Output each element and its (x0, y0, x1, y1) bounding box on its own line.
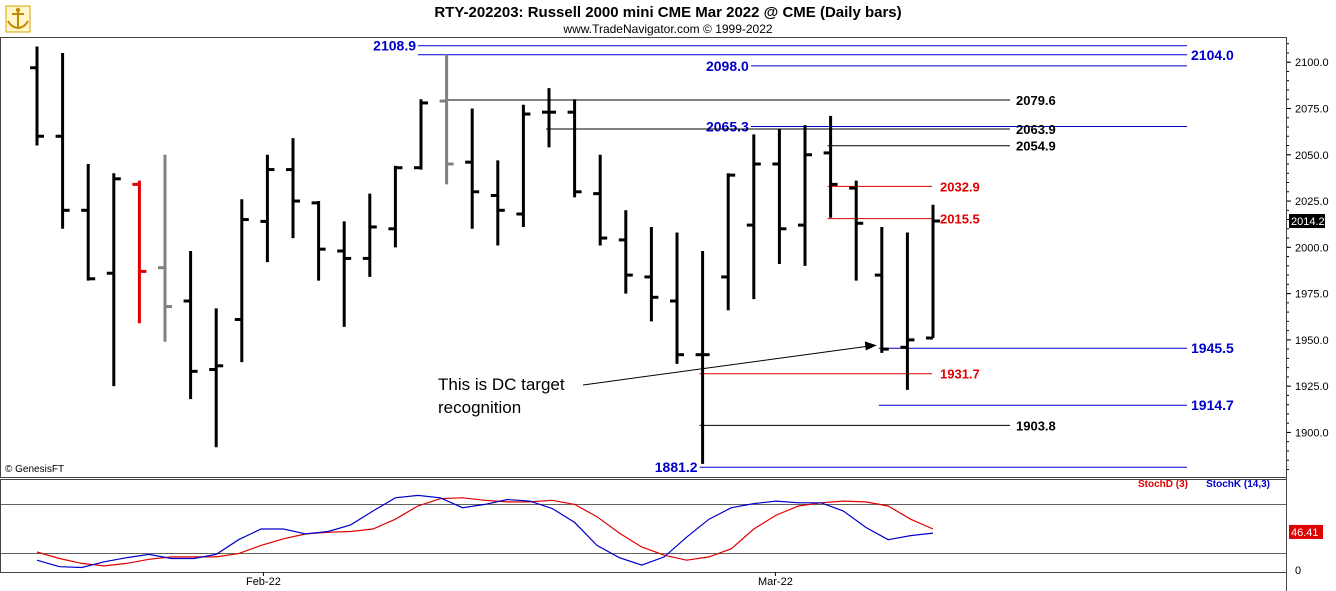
ohlc-bar (798, 125, 812, 266)
ohlc-bar (926, 204, 940, 340)
ohlc-bar (618, 210, 633, 294)
ohlc-bar (772, 128, 787, 264)
ohlc-bar (670, 232, 684, 364)
watermark: © GenesisFT (5, 464, 64, 475)
ohlc-bar (746, 134, 761, 300)
ohlc-bar (695, 251, 710, 464)
level-label: 1881.2 (655, 459, 698, 475)
chart-subtitle: www.TradeNavigator.com © 1999-2022 (562, 22, 772, 36)
y-tick-label: 1975.0 (1295, 289, 1329, 301)
last-price-label: 2014.2 (1291, 216, 1325, 228)
last-price-box (1289, 214, 1325, 229)
ohlc-bar (183, 251, 198, 400)
stoch-last-label: 46.41 (1291, 527, 1319, 539)
level-label: 2098.0 (706, 58, 749, 74)
x-tick-label: Feb-22 (246, 576, 281, 588)
ohlc-bar (823, 115, 838, 218)
y-tick-label: 2050.0 (1295, 150, 1329, 162)
ohlc-bar (874, 226, 889, 353)
ohlc-bar (490, 160, 505, 246)
ohlc-bar (388, 165, 403, 248)
ohlc-bar (542, 88, 556, 148)
legend-stoch-k: StochK (14,3) (1206, 479, 1270, 490)
y-tick-label: 2025.0 (1295, 196, 1329, 208)
level-label: 2065.3 (706, 118, 749, 134)
ohlc-bar (516, 104, 531, 227)
ohlc-bar (567, 99, 582, 198)
y-tick-label: 1950.0 (1295, 335, 1329, 347)
ohlc-bar (439, 54, 454, 185)
y-tick-label: 1900.0 (1295, 427, 1329, 439)
level-label: 2015.5 (940, 212, 980, 227)
ohlc-bar (286, 138, 300, 239)
ohlc-bar (644, 226, 659, 322)
level-label: 1914.7 (1191, 397, 1234, 413)
x-axis: Feb-22 Mar-22 (1, 572, 1286, 588)
price-panel-frame (0, 37, 1287, 478)
logo-icon (5, 5, 31, 33)
ohlc-bar (721, 173, 736, 311)
legend-stoch-d: StochD (3) (1138, 479, 1188, 490)
stochastic-panel: StochD (3) StochK (14,3) 0 46.41 (1, 479, 1323, 577)
level-label: 2063.9 (1016, 122, 1056, 137)
stoch-last-box (1289, 524, 1323, 539)
ohlc-bar (132, 180, 147, 324)
price-y-axis: 2100.0 2075.0 2050.0 2025.0 2000.0 1975.0 1950… (1287, 43, 1329, 470)
level-label: 2104.0 (1191, 47, 1234, 63)
ohlc-bar (209, 308, 224, 448)
target-levels: 2108.9 2104.0 2098.0 2079.6 2065.3 2063.9 2054… (373, 38, 1234, 475)
ohlc-bar (900, 232, 915, 390)
ohlc-bar (106, 173, 121, 387)
stoch-y-tick-label: 0 (1295, 565, 1301, 577)
annotation-arrowhead (864, 341, 877, 351)
ohlc-bar (414, 99, 428, 170)
ohlc-bar (362, 193, 377, 277)
ohlc-bar (311, 201, 326, 281)
stoch-line (36, 494, 934, 569)
ohlc-bar (465, 108, 480, 229)
ohlc-bar (234, 199, 249, 363)
ohlc-bar (30, 46, 44, 146)
annotation-arrow-line (582, 345, 867, 386)
annotation-text: This is DC target (438, 375, 565, 394)
ohlc-bar (55, 52, 70, 229)
stoch-line (36, 497, 934, 567)
annotation-text: recognition (438, 398, 521, 417)
ohlc-bar (337, 221, 352, 327)
ohlc-bar (260, 154, 275, 263)
ohlc-bar (81, 164, 96, 281)
level-label: 2108.9 (373, 38, 416, 54)
ohlc-bar (849, 180, 864, 281)
y-tick-label: 1925.0 (1295, 381, 1329, 393)
level-label: 2032.9 (940, 179, 980, 194)
annotation: This is DC target recognition (438, 341, 877, 417)
ohlc-bar (593, 154, 608, 246)
y-tick-label: 2075.0 (1295, 103, 1329, 115)
y-tick-label: 2100.0 (1295, 57, 1329, 69)
level-label: 2054.9 (1016, 139, 1056, 154)
ohlc-bar (158, 154, 172, 342)
level-label: 1945.5 (1191, 340, 1234, 356)
level-label: 1903.8 (1016, 418, 1056, 433)
price-bars (30, 46, 940, 464)
y-tick-label: 2000.0 (1295, 242, 1329, 254)
level-label: 2079.6 (1016, 93, 1056, 108)
x-tick-label: Mar-22 (758, 576, 793, 588)
chart-title: RTY-202203: Russell 2000 mini CME Mar 20… (434, 4, 901, 21)
level-label: 1931.7 (940, 367, 980, 382)
